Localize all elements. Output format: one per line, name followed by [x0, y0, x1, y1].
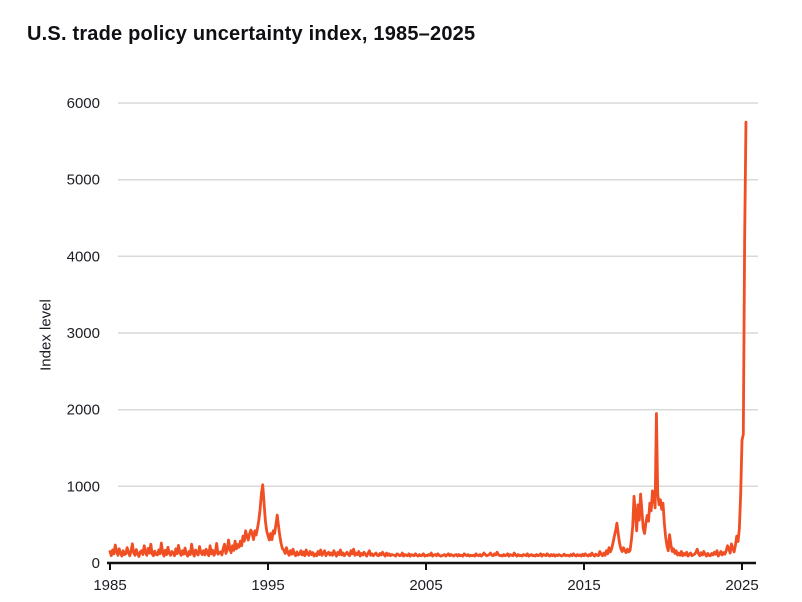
- x-tick-label: 2025: [725, 577, 758, 594]
- x-tick-label: 2015: [567, 577, 600, 594]
- x-tick-label: 1995: [251, 577, 284, 594]
- x-tick-labels: 1985 1995 2005 2015 2025: [93, 577, 758, 594]
- y-tick-label: 1000: [67, 478, 100, 495]
- y-tick-label: 4000: [67, 248, 100, 265]
- gridlines: [118, 102, 758, 488]
- x-axis: [107, 561, 756, 570]
- y-tick-label: 3000: [67, 325, 100, 342]
- x-tick-label: 2005: [409, 577, 442, 594]
- y-tick-label: 2000: [67, 402, 100, 419]
- series-line: [108, 120, 748, 558]
- y-tick-label: 6000: [67, 95, 100, 112]
- y-tick-label: 5000: [67, 172, 100, 189]
- y-tick-label: 0: [92, 555, 100, 572]
- series-group: [108, 120, 748, 558]
- x-tick-label: 1985: [93, 577, 126, 594]
- chart-title: U.S. trade policy uncertainty index, 198…: [27, 23, 476, 46]
- y-tick-labels: 0 1000 2000 3000 4000 5000 6000: [67, 95, 100, 572]
